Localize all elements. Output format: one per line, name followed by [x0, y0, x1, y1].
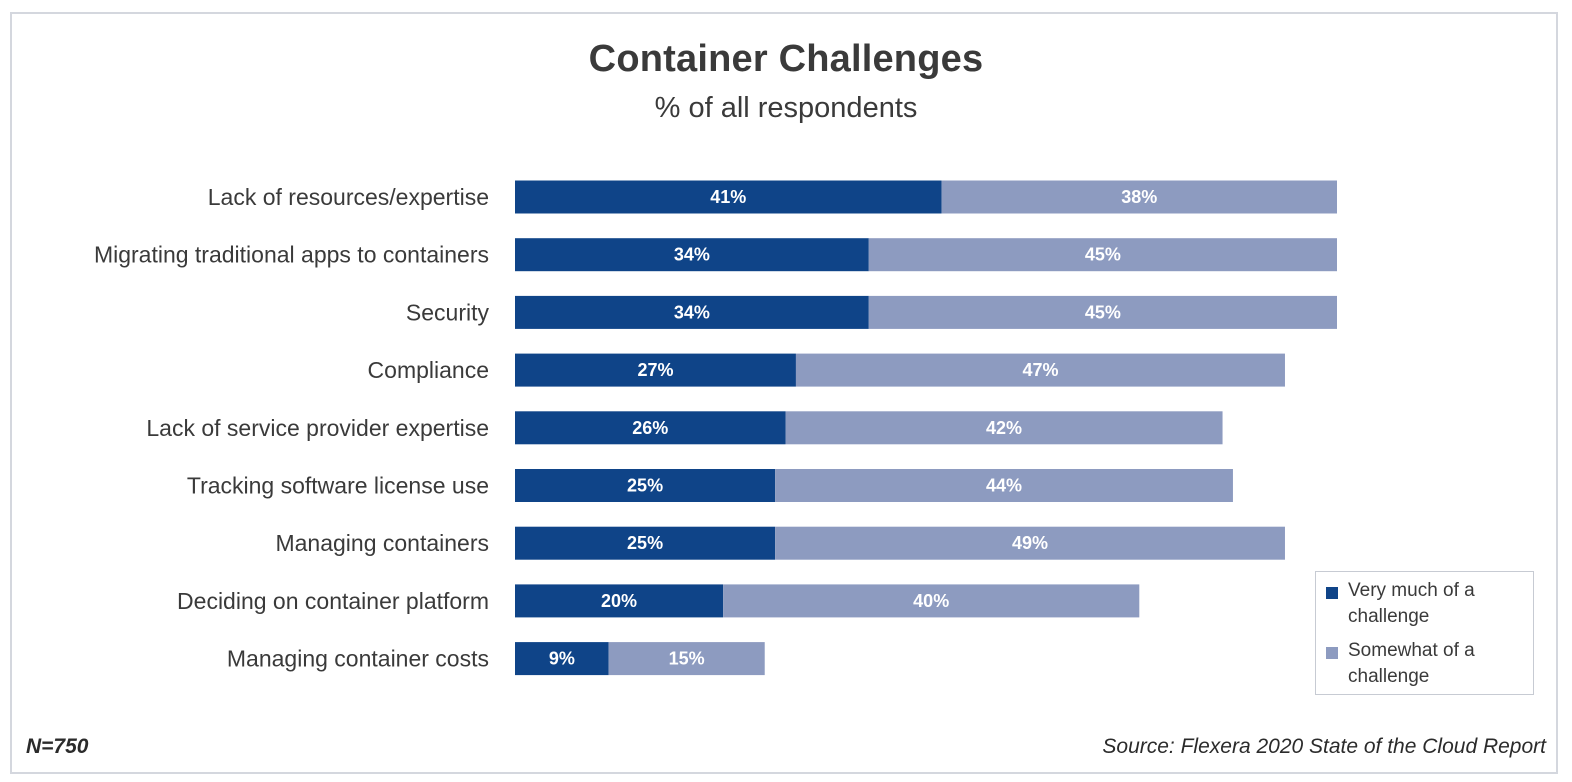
- bar-very-much-lack-of-resources-expertise: [515, 180, 942, 214]
- data-label-very-much-migrating-traditional-apps-to-containers: 34%: [674, 245, 710, 265]
- data-label-very-much-managing-containers: 25%: [627, 533, 663, 553]
- bar-very-much-tracking-software-license-use: [515, 469, 776, 502]
- category-label-tracking-software-license-use: Tracking software license use: [187, 473, 489, 499]
- chart-legend: Very much of a challenge Somewhat of a c…: [1315, 571, 1534, 695]
- data-label-somewhat-tracking-software-license-use: 44%: [986, 476, 1022, 496]
- data-label-somewhat-migrating-traditional-apps-to-containers: 45%: [1085, 245, 1121, 265]
- sample-size-note: N=750: [26, 735, 89, 758]
- category-label-managing-containers: Managing containers: [275, 530, 489, 556]
- data-label-very-much-security: 34%: [674, 302, 710, 322]
- data-label-somewhat-lack-of-resources-expertise: 38%: [1121, 187, 1157, 207]
- legend-label-very-much: Very much of a challenge: [1348, 580, 1475, 627]
- category-label-security: Security: [406, 299, 490, 325]
- bar-somewhat-tracking-software-license-use: [775, 469, 1233, 502]
- data-label-very-much-compliance: 27%: [637, 360, 673, 380]
- source-note: Source: Flexera 2020 State of the Cloud …: [1102, 735, 1546, 758]
- data-label-somewhat-lack-of-service-provider-expertise: 42%: [986, 418, 1022, 438]
- bar-very-much-deciding-on-container-platform: [515, 584, 724, 618]
- bar-somewhat-security: [868, 295, 1337, 329]
- bar-very-much-migrating-traditional-apps-to-containers: [515, 238, 869, 272]
- bar-very-much-managing-containers: [515, 526, 776, 560]
- data-label-very-much-tracking-software-license-use: 25%: [627, 476, 663, 496]
- data-label-somewhat-managing-container-costs: 15%: [669, 649, 705, 669]
- category-label-lack-of-resources-expertise: Lack of resources/expertise: [208, 184, 489, 210]
- bar-somewhat-lack-of-service-provider-expertise: [785, 411, 1223, 445]
- category-label-deciding-on-container-platform: Deciding on container platform: [177, 588, 489, 614]
- data-label-somewhat-deciding-on-container-platform: 40%: [913, 591, 949, 611]
- legend-swatch-very-much: [1326, 587, 1338, 599]
- legend-label-somewhat: Somewhat of a challenge: [1348, 640, 1475, 687]
- data-label-somewhat-security: 45%: [1085, 302, 1121, 322]
- bar-very-much-compliance: [515, 353, 796, 387]
- data-label-very-much-deciding-on-container-platform: 20%: [601, 591, 637, 611]
- bar-somewhat-managing-containers: [775, 526, 1285, 560]
- bar-somewhat-lack-of-resources-expertise: [941, 180, 1337, 214]
- bar-somewhat-managing-container-costs: [608, 642, 765, 676]
- bar-very-much-security: [515, 295, 869, 329]
- bar-somewhat-migrating-traditional-apps-to-containers: [868, 238, 1337, 272]
- data-label-very-much-lack-of-service-provider-expertise: 26%: [632, 418, 668, 438]
- category-label-compliance: Compliance: [368, 357, 489, 383]
- data-label-very-much-managing-container-costs: 9%: [549, 649, 575, 669]
- category-label-lack-of-service-provider-expertise: Lack of service provider expertise: [146, 415, 489, 441]
- chart-frame: [10, 12, 1558, 774]
- chart-subtitle: % of all respondents: [654, 92, 918, 124]
- bar-very-much-lack-of-service-provider-expertise: [515, 411, 786, 445]
- bar-very-much-managing-container-costs: [515, 642, 609, 676]
- category-label-managing-container-costs: Managing container costs: [227, 646, 489, 672]
- data-label-somewhat-managing-containers: 49%: [1012, 533, 1048, 553]
- legend-swatch-somewhat: [1326, 647, 1338, 659]
- bar-somewhat-deciding-on-container-platform: [723, 584, 1140, 618]
- bar-somewhat-compliance: [795, 353, 1285, 387]
- data-label-somewhat-compliance: 47%: [1022, 360, 1058, 380]
- category-label-migrating-traditional-apps-to-containers: Migrating traditional apps to containers: [94, 242, 489, 268]
- data-label-very-much-lack-of-resources-expertise: 41%: [710, 187, 746, 207]
- chart-title: Container Challenges: [588, 38, 984, 80]
